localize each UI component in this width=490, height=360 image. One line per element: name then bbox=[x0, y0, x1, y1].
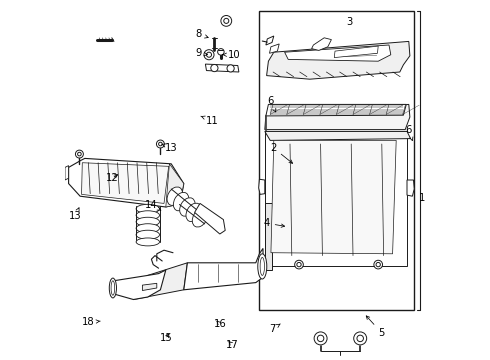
Text: 12: 12 bbox=[105, 173, 118, 183]
Polygon shape bbox=[407, 180, 414, 196]
Circle shape bbox=[294, 260, 303, 269]
Polygon shape bbox=[266, 104, 406, 116]
Circle shape bbox=[221, 15, 232, 26]
Text: 3: 3 bbox=[346, 17, 352, 27]
Ellipse shape bbox=[186, 203, 201, 222]
Ellipse shape bbox=[136, 211, 160, 220]
Polygon shape bbox=[205, 64, 239, 72]
Ellipse shape bbox=[136, 204, 160, 213]
Text: 13: 13 bbox=[69, 208, 81, 221]
Polygon shape bbox=[312, 38, 331, 50]
Text: 8: 8 bbox=[195, 29, 208, 39]
Ellipse shape bbox=[109, 278, 117, 298]
Text: 10: 10 bbox=[222, 50, 241, 60]
Circle shape bbox=[204, 50, 214, 60]
Polygon shape bbox=[271, 140, 396, 254]
Polygon shape bbox=[133, 263, 187, 300]
Circle shape bbox=[318, 335, 324, 342]
Text: 17: 17 bbox=[226, 340, 239, 350]
Text: 11: 11 bbox=[201, 116, 219, 126]
Bar bbox=[259, 11, 414, 310]
Polygon shape bbox=[270, 44, 279, 53]
Ellipse shape bbox=[180, 198, 195, 216]
Polygon shape bbox=[81, 163, 169, 203]
Polygon shape bbox=[166, 164, 184, 207]
Polygon shape bbox=[265, 131, 411, 140]
Ellipse shape bbox=[136, 217, 160, 226]
Ellipse shape bbox=[260, 257, 265, 275]
Polygon shape bbox=[334, 46, 378, 58]
Text: 1: 1 bbox=[419, 193, 425, 203]
Polygon shape bbox=[69, 158, 184, 207]
Circle shape bbox=[227, 65, 234, 72]
Ellipse shape bbox=[136, 238, 160, 246]
Circle shape bbox=[156, 140, 164, 148]
Polygon shape bbox=[259, 179, 265, 194]
Ellipse shape bbox=[136, 224, 160, 233]
Ellipse shape bbox=[192, 208, 208, 227]
Circle shape bbox=[224, 18, 229, 23]
Polygon shape bbox=[285, 45, 391, 61]
Text: 9: 9 bbox=[195, 48, 207, 58]
Circle shape bbox=[211, 64, 218, 72]
Text: 7: 7 bbox=[269, 324, 280, 334]
Polygon shape bbox=[112, 270, 166, 300]
Polygon shape bbox=[143, 283, 157, 291]
Ellipse shape bbox=[258, 254, 267, 279]
Polygon shape bbox=[184, 248, 263, 290]
Ellipse shape bbox=[173, 192, 189, 211]
Ellipse shape bbox=[111, 281, 115, 295]
Circle shape bbox=[354, 332, 367, 345]
Text: 6: 6 bbox=[267, 96, 276, 112]
Circle shape bbox=[374, 260, 383, 269]
Ellipse shape bbox=[167, 187, 182, 206]
Text: 15: 15 bbox=[159, 333, 172, 343]
Text: 2: 2 bbox=[270, 143, 293, 163]
Ellipse shape bbox=[136, 230, 160, 239]
Circle shape bbox=[75, 150, 83, 158]
Polygon shape bbox=[65, 166, 69, 180]
Circle shape bbox=[77, 152, 81, 156]
Circle shape bbox=[159, 142, 162, 146]
Circle shape bbox=[314, 332, 327, 345]
Text: 13: 13 bbox=[162, 143, 177, 153]
Text: 6: 6 bbox=[406, 125, 413, 140]
Circle shape bbox=[206, 52, 212, 57]
Circle shape bbox=[218, 49, 224, 55]
Text: 14: 14 bbox=[145, 200, 161, 210]
Text: 4: 4 bbox=[264, 218, 285, 228]
Polygon shape bbox=[265, 116, 266, 130]
Polygon shape bbox=[195, 203, 225, 234]
Polygon shape bbox=[266, 36, 274, 45]
Text: 18: 18 bbox=[82, 317, 100, 327]
Circle shape bbox=[297, 262, 301, 267]
Polygon shape bbox=[265, 203, 272, 270]
Circle shape bbox=[357, 335, 364, 342]
Circle shape bbox=[376, 262, 380, 267]
Polygon shape bbox=[265, 104, 410, 130]
Polygon shape bbox=[265, 131, 407, 266]
Polygon shape bbox=[267, 41, 410, 79]
Text: 16: 16 bbox=[214, 319, 226, 329]
Text: 5: 5 bbox=[366, 316, 385, 338]
